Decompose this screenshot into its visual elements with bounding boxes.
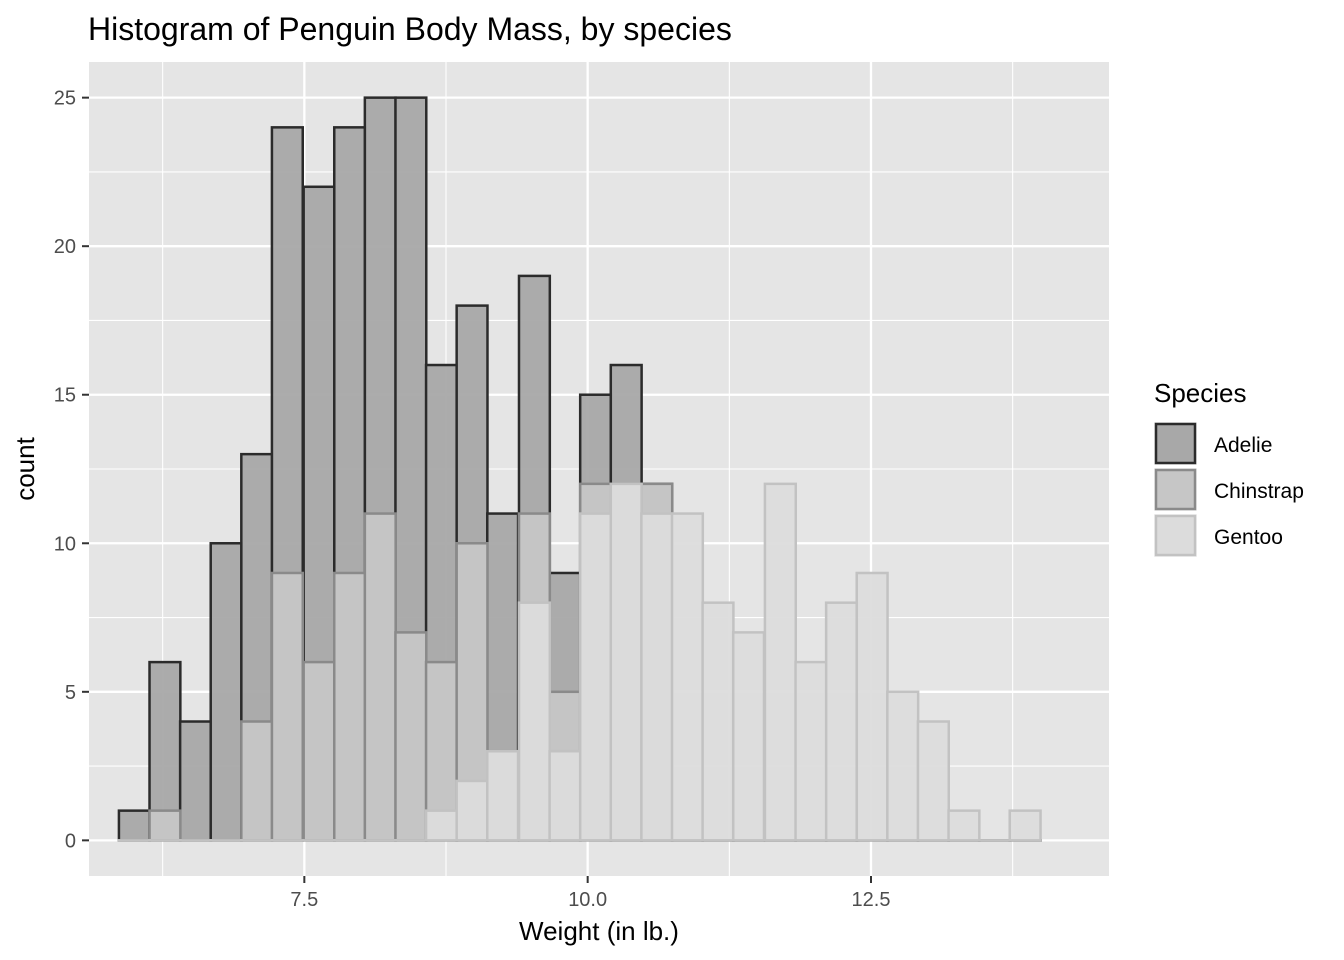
bar-gentoo	[794, 660, 828, 842]
series-gentoo	[117, 482, 1042, 842]
bar-gentoo	[670, 512, 705, 842]
y-tick-label: 15	[54, 385, 76, 407]
chart-title: Histogram of Penguin Body Mass, by speci…	[88, 11, 732, 47]
bar-gentoo	[1008, 809, 1042, 842]
legend-label-chinstrap: Chinstrap	[1214, 480, 1304, 503]
bar-gentoo	[640, 512, 674, 842]
bar-chinstrap	[333, 571, 367, 842]
x-tick-label: 10.0	[568, 889, 607, 911]
bar-chinstrap	[394, 631, 428, 842]
legend-title: Species	[1154, 378, 1247, 408]
y-tick-label: 0	[65, 830, 76, 852]
bar-gentoo	[424, 809, 459, 842]
legend-label-gentoo: Gentoo	[1214, 526, 1283, 549]
bar-gentoo	[486, 749, 520, 842]
legend-swatch-adelie	[1154, 422, 1197, 465]
bars	[117, 96, 1042, 842]
bar-gentoo	[763, 482, 797, 842]
bar-chinstrap	[363, 512, 397, 842]
bar-chinstrap	[302, 660, 336, 842]
legend-swatch-gentoo	[1154, 514, 1197, 557]
legend-label-adelie: Adelie	[1214, 434, 1272, 457]
x-axis: 7.5 10.0 12.5	[290, 876, 890, 911]
x-tick-label: 7.5	[290, 889, 318, 911]
bar-gentoo	[609, 482, 643, 842]
bar-gentoo	[824, 601, 859, 842]
bar-gentoo	[517, 601, 552, 842]
x-tick-label: 12.5	[852, 889, 891, 911]
bar-gentoo	[455, 779, 489, 842]
bar-gentoo	[731, 631, 766, 842]
x-axis-title: Weight (in lb.)	[519, 916, 679, 946]
bar-adelie	[178, 720, 213, 842]
legend: Species Adelie Chinstrap Gentoo	[1154, 378, 1304, 557]
bar-chinstrap	[148, 809, 182, 842]
bar-gentoo	[701, 601, 735, 842]
bar-gentoo	[947, 809, 981, 842]
bar-adelie	[209, 542, 243, 842]
y-tick-label: 20	[54, 236, 76, 258]
y-axis: 0 5 10 15 20 25	[54, 88, 89, 852]
bar-gentoo	[578, 512, 613, 842]
bar-chinstrap	[270, 571, 304, 842]
y-tick-label: 10	[54, 533, 76, 555]
bar-gentoo	[886, 690, 920, 842]
y-tick-label: 25	[54, 88, 76, 110]
y-tick-label: 5	[65, 682, 76, 704]
bar-adelie	[117, 809, 151, 842]
bar-gentoo	[548, 749, 582, 842]
bar-chinstrap	[240, 720, 274, 842]
y-axis-title: count	[10, 436, 40, 500]
legend-swatch-chinstrap	[1154, 468, 1197, 511]
bar-gentoo	[855, 571, 889, 842]
bar-gentoo	[916, 720, 950, 842]
